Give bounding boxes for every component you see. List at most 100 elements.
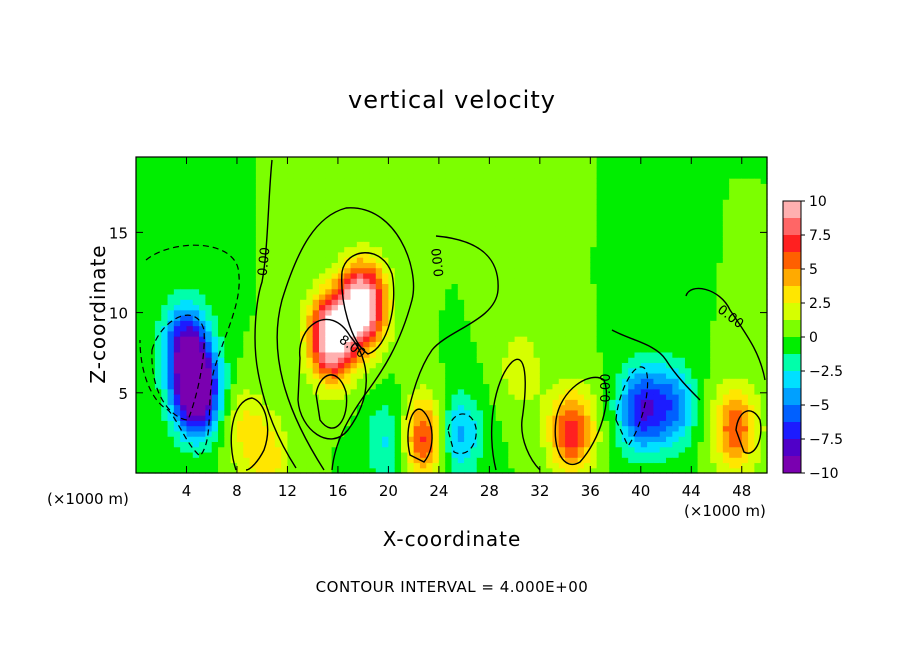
heatmap-cell [413,157,421,163]
heatmap-cell [621,441,629,448]
heatmap-cell [344,193,352,200]
heatmap-cell [558,388,566,395]
heatmap-cell [571,357,579,363]
heatmap-cell [325,357,333,363]
heatmap-cell [293,420,301,427]
heatmap-cell [514,246,522,253]
heatmap-cell [615,288,623,295]
heatmap-cell [621,236,629,242]
heatmap-cell [325,157,333,163]
heatmap-cell [621,315,629,321]
heatmap-cell [262,188,270,195]
heatmap-cell [621,430,629,437]
heatmap-cell [293,325,301,332]
heatmap-cell [243,446,251,453]
heatmap-cell [312,383,320,390]
heatmap-cell [230,346,238,353]
heatmap-cell [558,457,566,464]
heatmap-cell [388,467,396,474]
heatmap-cell [596,257,604,263]
heatmap-cell [590,214,598,221]
heatmap-cell [211,304,219,311]
heatmap-cell [590,351,598,358]
heatmap-cell [621,283,629,290]
heatmap-cell [489,325,497,332]
heatmap-cell [205,457,213,464]
heatmap-cell [495,293,503,300]
heatmap-cell [546,409,554,416]
heatmap-cell [218,425,225,432]
heatmap-cell [539,272,547,279]
heatmap-cell [211,162,219,169]
heatmap-cell [318,462,326,469]
heatmap-cell [476,325,484,332]
heatmap-cell [205,415,213,421]
heatmap-cell [394,409,402,416]
heatmap-cell [590,172,598,179]
heatmap-cell [230,367,238,374]
heatmap-cell [154,415,162,421]
heatmap-cell [293,251,301,258]
heatmap-cell [369,457,377,464]
heatmap-cell [552,225,560,232]
heatmap-cell [161,372,169,379]
heatmap-cell [243,299,251,306]
heatmap-cell [609,367,617,374]
heatmap-cell [615,193,623,200]
heatmap-cell [293,299,301,306]
heatmap-cell [281,425,289,432]
heatmap-cell [356,441,364,448]
heatmap-cell [312,325,320,332]
heatmap-cell [628,230,636,237]
heatmap-cell [230,157,238,163]
heatmap-cell [249,188,257,195]
heatmap-cell [558,304,566,311]
heatmap-cell [318,430,326,437]
heatmap-cell [318,272,326,279]
heatmap-cell [457,167,465,174]
heatmap-cell [615,409,623,416]
heatmap-cell [293,441,301,448]
heatmap-cell [653,399,661,406]
heatmap-cell [287,299,295,306]
heatmap-cell [647,183,655,190]
heatmap-cell [211,399,219,406]
heatmap-cell [640,183,648,190]
heatmap-cell [476,462,484,469]
heatmap-cell [413,383,421,390]
heatmap-cell [508,330,516,337]
heatmap-cell [281,278,289,284]
heatmap-cell [180,188,188,195]
heatmap-cell [136,351,143,358]
heatmap-cell [363,299,371,306]
heatmap-cell [394,267,402,274]
heatmap-cell [293,436,301,442]
heatmap-cell [281,283,289,290]
heatmap-cell [577,272,585,279]
heatmap-cell [401,425,408,432]
heatmap-cell [154,199,162,205]
heatmap-cell [243,162,251,169]
heatmap-cell [192,262,200,269]
heatmap-cell [281,188,289,195]
heatmap-cell [552,236,560,242]
heatmap-cell [514,378,522,385]
heatmap-cell [571,394,579,400]
heatmap-cell [344,415,352,421]
heatmap-cell [142,399,150,406]
heatmap-cell [546,230,554,237]
heatmap-cell [262,415,270,421]
heatmap-cell [325,325,333,332]
heatmap-cell [186,283,194,290]
heatmap-cell [180,336,188,342]
heatmap-cell [312,346,320,353]
heatmap-cell [236,236,244,242]
heatmap-cell [243,367,251,374]
heatmap-cell [331,367,339,374]
heatmap-cell [363,351,371,358]
heatmap-cell [148,220,156,227]
heatmap-cell [514,188,522,195]
heatmap-cell [167,436,175,442]
heatmap-cell [470,351,478,358]
heatmap-cell [419,204,427,211]
